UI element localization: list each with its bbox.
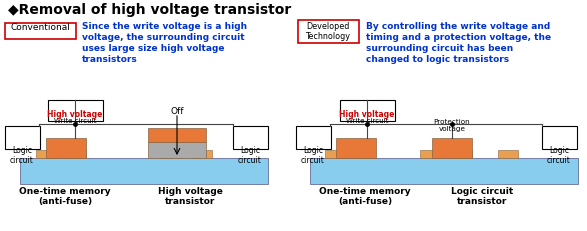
- Text: High voltage: High voltage: [339, 110, 394, 119]
- Bar: [452, 150, 472, 158]
- Text: High voltage: High voltage: [48, 110, 103, 119]
- FancyBboxPatch shape: [5, 125, 39, 149]
- FancyBboxPatch shape: [295, 125, 330, 149]
- Text: One-time memory
(anti-fuse): One-time memory (anti-fuse): [319, 187, 411, 207]
- Text: Since the write voltage is a high
voltage, the surrounding circuit
uses large si: Since the write voltage is a high voltag…: [82, 22, 247, 64]
- Text: Logic
circuit: Logic circuit: [301, 146, 325, 165]
- Bar: [498, 150, 518, 158]
- Bar: [46, 138, 86, 158]
- Text: ◆Removal of high voltage transistor: ◆Removal of high voltage transistor: [8, 3, 291, 17]
- Bar: [355, 150, 375, 158]
- Bar: [66, 150, 86, 158]
- Text: High voltage
transistor: High voltage transistor: [157, 187, 222, 207]
- Text: Write circuit: Write circuit: [346, 118, 388, 124]
- Text: Logic
circuit: Logic circuit: [238, 146, 262, 165]
- Bar: [148, 128, 206, 142]
- FancyBboxPatch shape: [5, 22, 76, 39]
- FancyBboxPatch shape: [339, 100, 394, 121]
- FancyBboxPatch shape: [298, 19, 359, 43]
- Bar: [310, 158, 578, 184]
- Bar: [325, 150, 345, 158]
- Text: Protection
voltage: Protection voltage: [434, 119, 470, 132]
- Text: Logic
circuit: Logic circuit: [547, 146, 571, 165]
- Text: Off: Off: [170, 107, 184, 116]
- FancyBboxPatch shape: [232, 125, 268, 149]
- Bar: [36, 150, 56, 158]
- Bar: [160, 150, 180, 158]
- Bar: [336, 138, 376, 158]
- Bar: [432, 138, 472, 158]
- Text: Logic circuit
transistor: Logic circuit transistor: [451, 187, 513, 207]
- Text: By controlling the write voltage and
timing and a protection voltage, the
surrou: By controlling the write voltage and tim…: [366, 22, 551, 64]
- Text: Developed
Technology: Developed Technology: [305, 22, 350, 41]
- Bar: [420, 150, 440, 158]
- FancyBboxPatch shape: [48, 100, 103, 121]
- Bar: [148, 142, 206, 158]
- Text: Conventional: Conventional: [10, 23, 70, 32]
- Bar: [192, 150, 212, 158]
- Text: Write circuit: Write circuit: [54, 118, 96, 124]
- Bar: [20, 158, 268, 184]
- Text: Logic
circuit: Logic circuit: [10, 146, 34, 165]
- FancyBboxPatch shape: [541, 125, 576, 149]
- Text: One-time memory
(anti-fuse): One-time memory (anti-fuse): [19, 187, 111, 207]
